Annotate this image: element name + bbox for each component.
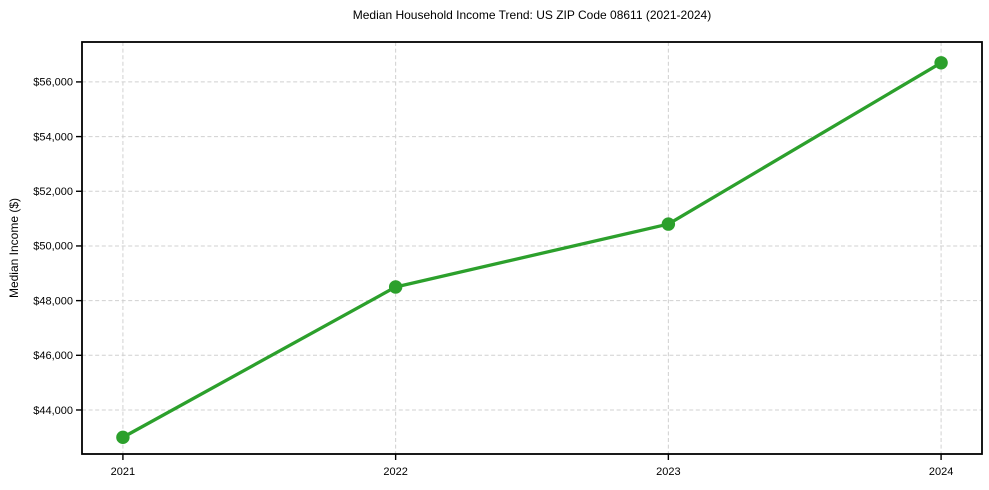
- y-tick-label: $46,000: [33, 350, 73, 362]
- trend-line: [121, 61, 943, 439]
- y-tick-label: $56,000: [33, 77, 73, 89]
- x-tick-label: 2024: [929, 466, 953, 478]
- y-tick-label: $52,000: [33, 186, 73, 198]
- y-tick-label: $48,000: [33, 295, 73, 307]
- data-point-2021: [116, 430, 130, 445]
- chart-title: Median Household Income Trend: US ZIP Co…: [352, 8, 712, 22]
- data-point-2023: [661, 217, 676, 231]
- y-tick-label: $54,000: [33, 131, 73, 143]
- data-point-2024: [934, 56, 948, 70]
- plot-frame: [81, 41, 983, 455]
- data-point-2022: [388, 280, 403, 294]
- y-tick-label: $44,000: [33, 405, 73, 417]
- y-tick-label: $50,000: [33, 241, 73, 253]
- x-tick-label: 2023: [656, 466, 680, 478]
- x-tick-label: 2022: [383, 466, 407, 478]
- x-tick-label: 2021: [111, 466, 135, 478]
